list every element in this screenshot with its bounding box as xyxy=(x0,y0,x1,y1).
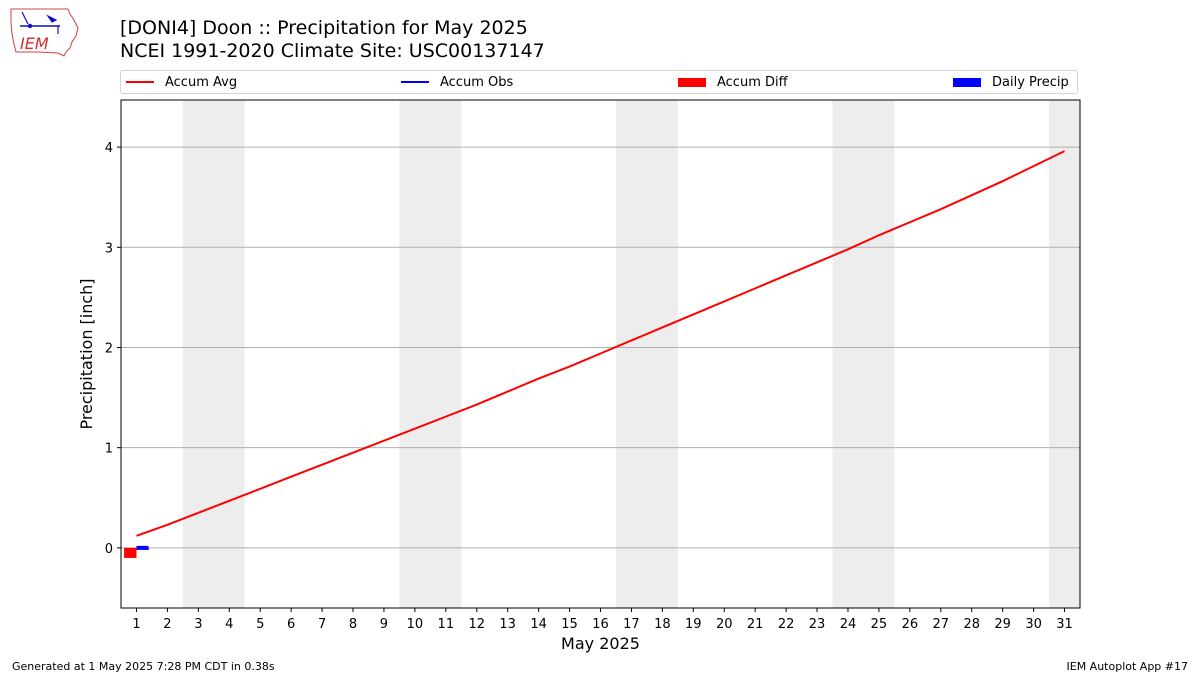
x-tick-label: 21 xyxy=(747,617,764,632)
accum-diff-bar xyxy=(124,547,137,558)
legend-swatch xyxy=(401,81,429,83)
weekend-band xyxy=(399,100,462,608)
x-tick-label: 25 xyxy=(871,617,888,632)
x-tick-label: 20 xyxy=(716,617,733,632)
chart-legend: Accum Avg Accum Obs Accum Diff Daily Pre… xyxy=(120,70,1078,94)
weekend-band xyxy=(615,100,678,608)
x-tick-label: 9 xyxy=(380,617,388,632)
legend-swatch xyxy=(678,77,706,87)
app-credit: IEM Autoplot App #17 xyxy=(1066,660,1189,673)
x-tick-label: 27 xyxy=(933,617,950,632)
generated-note: Generated at 1 May 2025 7:28 PM CDT in 0… xyxy=(12,660,275,673)
legend-item-accum-avg: Accum Avg xyxy=(126,71,237,93)
legend-label: Daily Precip xyxy=(992,74,1069,90)
x-tick-label: 19 xyxy=(685,617,702,632)
x-tick-label: 6 xyxy=(287,617,295,632)
x-tick-label: 11 xyxy=(438,617,455,632)
x-tick-label: 29 xyxy=(994,617,1011,632)
legend-item-accum-diff: Accum Diff xyxy=(678,71,788,93)
x-tick-label: 16 xyxy=(592,617,609,632)
legend-swatch xyxy=(126,81,154,83)
x-tick-label: 4 xyxy=(225,617,233,632)
x-tick-label: 3 xyxy=(194,617,202,632)
x-tick-label: 2 xyxy=(163,617,171,632)
x-tick-label: 23 xyxy=(809,617,826,632)
x-tick-label: 15 xyxy=(561,617,578,632)
x-tick-label: 14 xyxy=(530,617,547,632)
x-tick-label: 8 xyxy=(349,617,357,632)
y-tick-label: 1 xyxy=(105,442,113,457)
logo-text: IEM xyxy=(20,34,49,53)
y-tick-label: 0 xyxy=(105,542,113,557)
daily-precip-bar xyxy=(136,547,149,550)
legend-item-accum-obs: Accum Obs xyxy=(401,71,513,93)
x-tick-label: 10 xyxy=(407,617,424,632)
weekend-band xyxy=(1049,100,1080,608)
x-tick-label: 18 xyxy=(654,617,671,632)
legend-item-daily-precip: Daily Precip xyxy=(953,71,1069,93)
x-tick-label: 1 xyxy=(132,617,140,632)
x-tick-label: 31 xyxy=(1056,617,1073,632)
accum-avg-line xyxy=(136,150,1065,537)
weekend-band xyxy=(832,100,895,608)
chart-title: [DONI4] Doon :: Precipitation for May 20… xyxy=(120,17,528,39)
x-tick-label: 28 xyxy=(963,617,980,632)
y-tick-label: 3 xyxy=(105,241,113,256)
y-tick-label: 4 xyxy=(105,141,113,156)
chart-subtitle: NCEI 1991-2020 Climate Site: USC00137147 xyxy=(120,40,545,62)
x-tick-label: 26 xyxy=(902,617,919,632)
x-tick-label: 22 xyxy=(778,617,795,632)
x-tick-label: 7 xyxy=(318,617,326,632)
y-axis-label: Precipitation [inch] xyxy=(77,278,96,429)
iem-logo: IEM xyxy=(10,8,79,57)
weekend-band xyxy=(182,100,245,608)
x-tick-label: 17 xyxy=(623,617,640,632)
legend-label: Accum Avg xyxy=(165,74,238,90)
x-tick-label: 13 xyxy=(499,617,516,632)
x-tick-label: 5 xyxy=(256,617,264,632)
legend-label: Accum Diff xyxy=(717,74,788,90)
x-tick-label: 24 xyxy=(840,617,857,632)
x-tick-label: 30 xyxy=(1025,617,1042,632)
y-tick-label: 2 xyxy=(105,341,113,356)
x-axis-label: May 2025 xyxy=(561,634,640,653)
legend-label: Accum Obs xyxy=(440,74,514,90)
legend-swatch xyxy=(953,77,981,87)
x-tick-label: 12 xyxy=(468,617,485,632)
